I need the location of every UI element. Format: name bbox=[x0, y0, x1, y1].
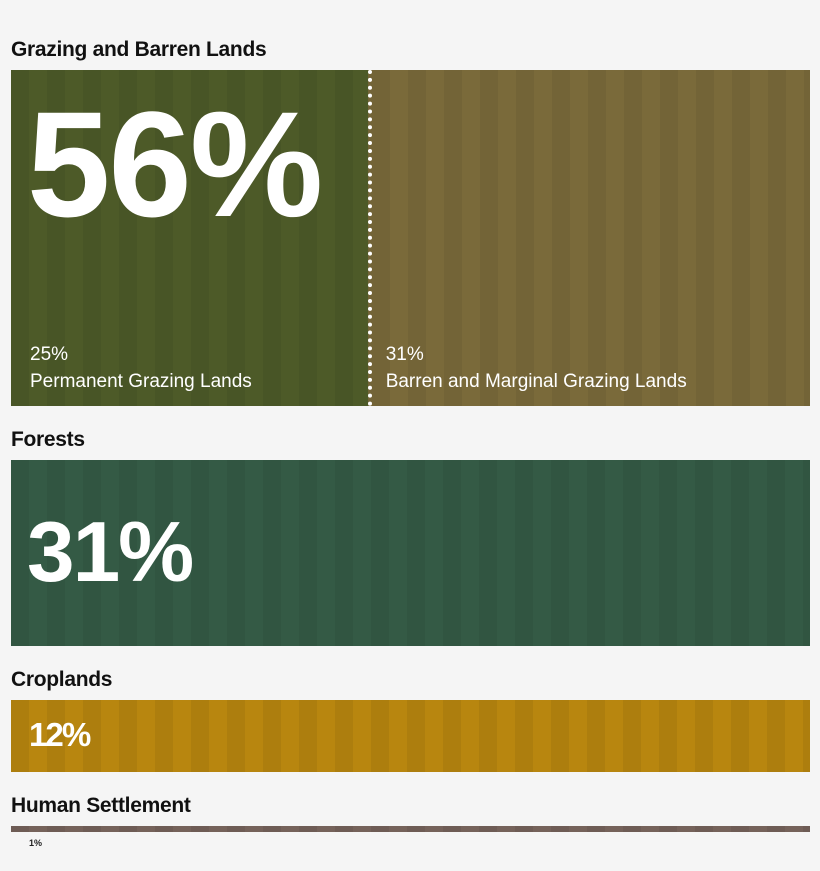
section-title: Human Settlement bbox=[11, 794, 191, 817]
section-block: 25% Permanent Grazing Lands 31% Barren and … bbox=[11, 70, 810, 406]
sub-name: Barren and Marginal Grazing Lands bbox=[385, 371, 687, 392]
section-value: 31% bbox=[27, 505, 194, 601]
sub-block: 25% Permanent Grazing Lands bbox=[11, 70, 368, 406]
section-title: Croplands bbox=[11, 668, 113, 691]
section-block: 12% bbox=[11, 700, 810, 772]
section-block bbox=[11, 826, 810, 832]
sub-value: 31% bbox=[385, 344, 424, 365]
section-value: 1% bbox=[29, 838, 43, 848]
section-block: 31% bbox=[11, 460, 810, 646]
sub-name: Permanent Grazing Lands bbox=[30, 371, 252, 392]
section-title: Forests bbox=[11, 428, 85, 451]
sub-block: 31% Barren and Marginal Grazing Lands bbox=[367, 70, 810, 406]
section-value: 56% bbox=[27, 80, 323, 249]
section-title: Grazing and Barren Lands bbox=[11, 38, 267, 61]
sub-value: 25% bbox=[30, 344, 69, 365]
section-value: 12% bbox=[29, 717, 91, 755]
